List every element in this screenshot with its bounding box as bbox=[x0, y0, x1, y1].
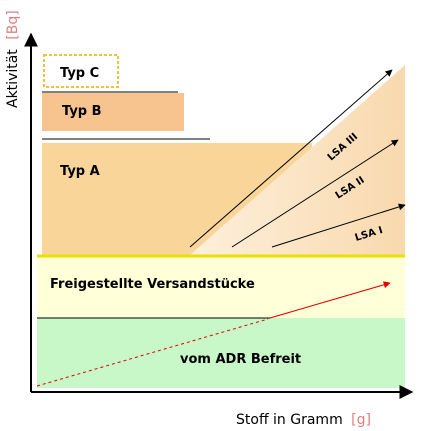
x-axis-title: Stoff in Gramm [g] bbox=[236, 412, 371, 428]
befreit-label: vom ADR Befreit bbox=[180, 352, 301, 367]
typ-c-label: Typ C bbox=[60, 66, 99, 81]
typ-b-label: Typ B bbox=[62, 104, 102, 119]
befreit-divider-sloped bbox=[269, 281, 391, 319]
x-axis-label: Stoff in Gramm bbox=[236, 412, 343, 428]
typ-a-label: Typ A bbox=[60, 164, 100, 179]
lsa-iii-arrow bbox=[189, 69, 393, 248]
lsa-region bbox=[190, 65, 405, 255]
y-axis-unit: [Bq] bbox=[5, 10, 21, 39]
exemption-dashed-line bbox=[36, 318, 269, 387]
typ-b-box bbox=[42, 93, 184, 131]
x-axis-unit: [g] bbox=[351, 412, 371, 428]
freigestellt-label: Freigestellte Versandstücke bbox=[50, 277, 255, 292]
lsa-ii-arrow bbox=[231, 139, 399, 248]
lsa-i-arrow bbox=[271, 203, 406, 248]
freigestellt-zone bbox=[37, 256, 405, 318]
y-axis-title: Aktivität [Bq] bbox=[5, 10, 21, 108]
typ-c-box bbox=[43, 54, 119, 88]
y-axis-label: Aktivität bbox=[5, 49, 21, 108]
